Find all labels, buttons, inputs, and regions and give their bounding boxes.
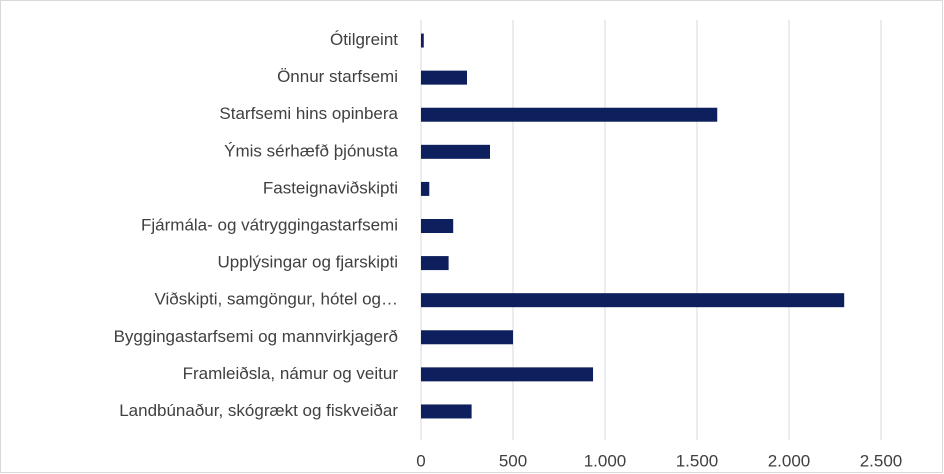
- bar: [421, 256, 449, 271]
- x-tick-label: 2.500: [860, 451, 903, 470]
- x-tick-label: 1.500: [676, 451, 719, 470]
- y-tick-label: Landbúnaður, skógrækt og fiskveiðar: [119, 401, 398, 420]
- y-tick-label: Önnur starfsemi: [277, 67, 398, 86]
- y-tick-label: Fasteignaviðskipti: [263, 178, 398, 197]
- bar: [421, 144, 490, 159]
- y-tick-label: Starfsemi hins opinbera: [219, 104, 398, 123]
- bar: [421, 219, 454, 233]
- bar: [421, 293, 845, 308]
- x-tick-label: 0: [416, 451, 425, 470]
- y-tick-label: Ótilgreint: [330, 30, 398, 49]
- bar: [421, 181, 430, 196]
- y-tick-label: Viðskipti, samgöngur, hótel og…: [155, 290, 399, 309]
- y-tick-label: Framleiðsla, námur og veitur: [183, 364, 399, 383]
- bar: [421, 107, 718, 122]
- bar: [421, 367, 594, 382]
- y-tick-label: Fjármála- og vátryggingastarfsemi: [141, 215, 398, 234]
- bar: [421, 70, 467, 85]
- y-tick-label: Upplýsingar og fjarskipti: [218, 253, 398, 272]
- bar: [421, 404, 472, 419]
- bar: [421, 330, 513, 345]
- y-tick-label: Ýmis sérhæfð þjónusta: [224, 141, 398, 160]
- y-tick-label: Byggingastarfsemi og mannvirkjagerð: [114, 327, 398, 346]
- x-tick-label: 1.000: [584, 451, 627, 470]
- x-tick-label: 2.000: [768, 451, 811, 470]
- x-tick-label: 500: [499, 451, 527, 470]
- bar: [421, 33, 424, 48]
